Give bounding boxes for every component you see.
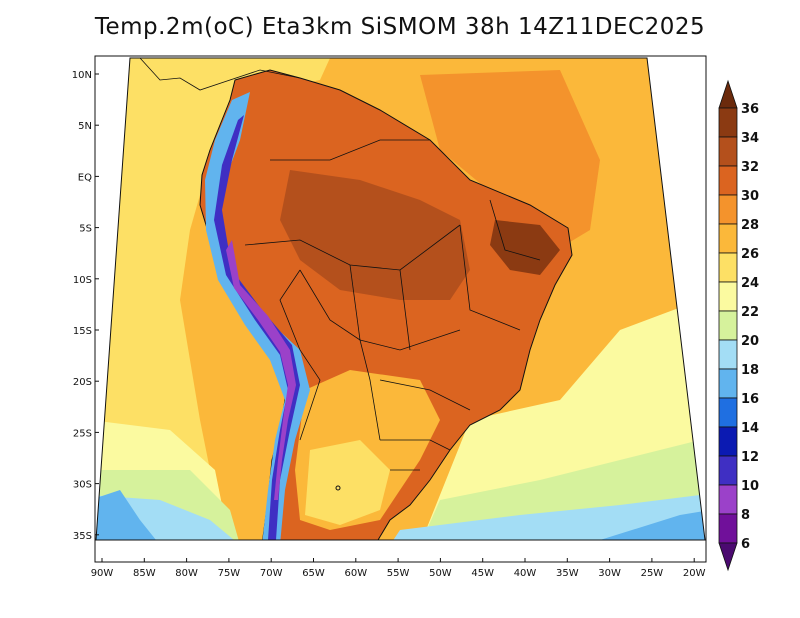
lon-label: 45W [471, 568, 494, 579]
colorbar-band [718, 310, 738, 341]
colorbar-label: 36 [741, 102, 759, 117]
lat-label: 30S [73, 480, 92, 491]
lat-label: 5S [79, 224, 92, 235]
colorbar-band [718, 281, 738, 312]
lon-label: 35W [556, 568, 579, 579]
lat-label: 25S [73, 428, 92, 439]
lat-label: 15S [73, 326, 92, 337]
lon-label: 55W [387, 568, 410, 579]
colorbar-band [718, 484, 738, 515]
colorbar-label: 10 [741, 479, 759, 494]
colorbar-label: 18 [741, 363, 759, 378]
lat-label: EQ [78, 172, 92, 183]
lat-label: 10S [73, 275, 92, 286]
colorbar-label: 12 [741, 450, 759, 465]
lat-label: 35S [73, 531, 92, 542]
colorbar-label: 20 [741, 334, 759, 349]
longitude-axis: 90W 85W 80W 75W 70W 65W 60W 55W 50W 45W 40W 35W 30W 2… [91, 558, 706, 579]
colorbar-band [718, 455, 738, 486]
colorbar-band [718, 223, 738, 254]
map-title: Temp.2m(oC) Eta3km SiSMOM 38h 14Z11DEC20… [94, 14, 706, 40]
colorbar-label: 30 [741, 189, 759, 204]
lat-label: 10N [72, 70, 92, 81]
colorbar-label: 28 [741, 218, 759, 233]
colorbar-label: 22 [741, 305, 759, 320]
plot-box [94, 55, 707, 563]
lon-label: 65W [302, 568, 325, 579]
lon-label: 75W [218, 568, 241, 579]
colorbar-band [718, 368, 738, 399]
lon-label: 30W [598, 568, 621, 579]
northeast-hot-zone [490, 220, 560, 275]
colorbar-under-arrow [718, 542, 738, 572]
map-frame [95, 57, 706, 541]
political-borders [244, 139, 541, 471]
latitude-axis: 10N 5N EQ 5S 10S 15S 20S 25S 30S 35S [72, 70, 99, 542]
lon-label: 90W [91, 568, 114, 579]
island-marker [335, 485, 341, 491]
colorbar-band [718, 513, 738, 544]
lon-label: 25W [641, 568, 664, 579]
colorbar-label: 32 [741, 160, 759, 175]
island-marker [103, 180, 107, 184]
lon-label: 40W [514, 568, 537, 579]
pampas-mild [305, 440, 390, 525]
colorbar-band [718, 136, 738, 167]
andes-purple-peaks [226, 240, 296, 500]
lon-label: 50W [429, 568, 452, 579]
colorbar-band [718, 165, 738, 196]
lon-label: 60W [344, 568, 367, 579]
lon-label: 70W [260, 568, 283, 579]
caribbean-coastline [139, 58, 301, 91]
colorbar-band [718, 252, 738, 283]
colorbar-label: 16 [741, 392, 759, 407]
lon-label: 20W [683, 568, 706, 579]
colorbar-label: 6 [741, 537, 750, 552]
colorbar-band [718, 194, 738, 225]
lat-label: 5N [78, 121, 92, 132]
colorbar-label: 14 [741, 421, 759, 436]
lat-label: 20S [73, 377, 92, 388]
lon-label: 85W [133, 568, 156, 579]
colorbar-band [718, 339, 738, 370]
colorbar-label: 8 [741, 508, 750, 523]
colorbar-over-arrow [718, 79, 738, 109]
pacific-south-blue [96, 490, 160, 540]
colorbar-label: 24 [741, 276, 759, 291]
lon-label: 80W [175, 568, 198, 579]
atlantic-south-blue [590, 510, 705, 540]
temperature-colorbar: 36 34 32 30 28 26 24 22 20 18 16 14 12 10 8 6 [718, 79, 759, 572]
map-field [96, 58, 705, 540]
colorbar-band [718, 426, 738, 457]
colorbar-band [718, 107, 738, 138]
atlantic-warm-band [420, 70, 600, 260]
colorbar-label: 26 [741, 247, 759, 262]
colorbar-band [718, 397, 738, 428]
colorbar-label: 34 [741, 131, 759, 146]
amazon-hot-zone [280, 170, 470, 300]
